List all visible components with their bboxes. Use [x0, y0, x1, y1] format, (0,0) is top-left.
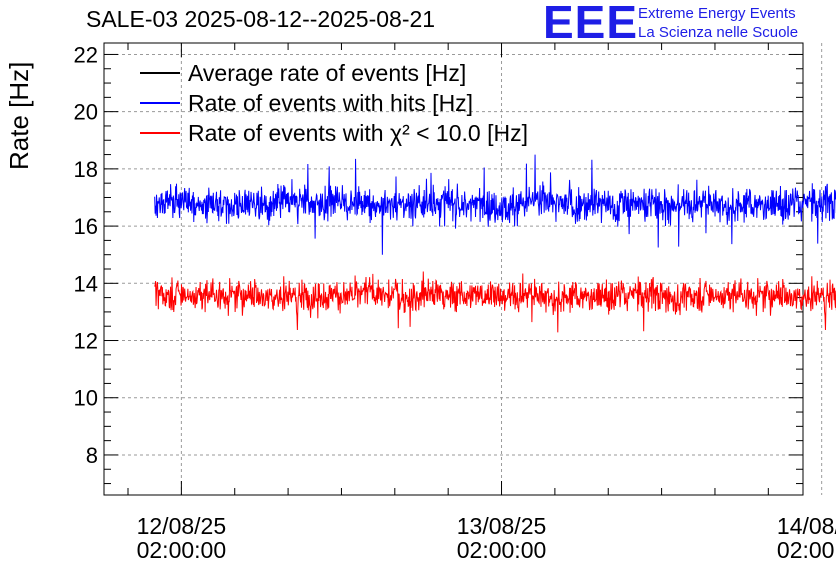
legend: Average rate of events [Hz] Rate of even…	[140, 58, 528, 148]
x-tick-label-time: 02:00:00	[777, 537, 836, 563]
chart-title: SALE-03 2025-08-12--2025-08-21	[86, 6, 436, 32]
legend-swatch-red	[140, 132, 180, 134]
y-tick-label: 16	[74, 214, 98, 239]
x-tick-label-time: 02:00:00	[137, 537, 227, 563]
legend-entry-hits: Rate of events with hits [Hz]	[140, 88, 528, 118]
y-tick-label: 18	[74, 157, 98, 182]
x-tick-label-date: 12/08/25	[137, 513, 227, 539]
y-tick-label: 22	[74, 42, 98, 67]
y-tick-label: 14	[74, 271, 98, 296]
legend-entry-average: Average rate of events [Hz]	[140, 58, 528, 88]
eee-logo: EEE	[543, 0, 639, 48]
logo-line-1: Extreme Energy Events	[638, 5, 796, 22]
series-line-2	[154, 271, 836, 333]
y-tick-label: 12	[74, 329, 98, 354]
logo-caption: Extreme Energy Events La Scienza nelle S…	[638, 4, 798, 42]
y-tick-label: 8	[86, 443, 98, 468]
y-tick-label: 20	[74, 100, 98, 125]
legend-label-hits: Rate of events with hits [Hz]	[188, 89, 474, 116]
legend-swatch-blue	[140, 102, 180, 104]
x-tick-label-date: 13/08/25	[457, 513, 547, 539]
x-tick-label-time: 02:00:00	[457, 537, 547, 563]
y-tick-label: 10	[74, 386, 98, 411]
series-line-1	[154, 154, 836, 255]
legend-label-chi2: Rate of events with χ² < 10.0 [Hz]	[188, 119, 528, 146]
x-tick-label-date: 14/08/25	[777, 513, 836, 539]
legend-label-average: Average rate of events [Hz]	[188, 59, 467, 86]
legend-swatch-black	[140, 72, 180, 74]
logo-line-2: La Scienza nelle Scuole	[638, 24, 799, 41]
y-axis-label: Rate [Hz]	[4, 61, 34, 170]
legend-entry-chi2: Rate of events with χ² < 10.0 [Hz]	[140, 118, 528, 148]
